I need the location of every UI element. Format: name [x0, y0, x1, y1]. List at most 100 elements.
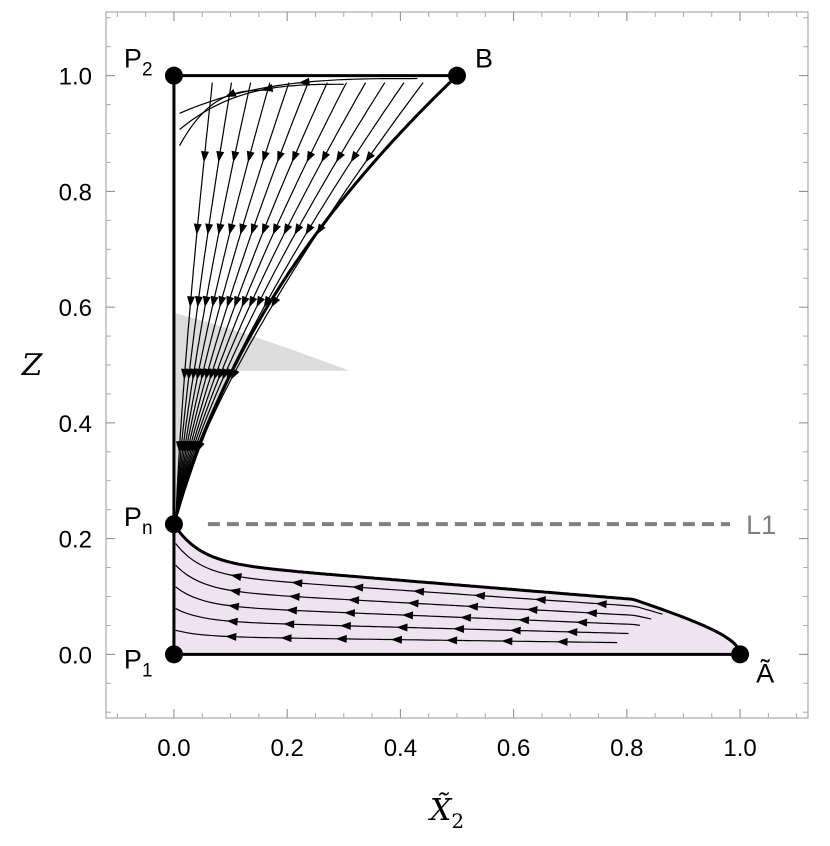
y-tick-label: 1.0 — [59, 64, 92, 91]
stream-arrow — [576, 618, 588, 627]
stream-arrow — [187, 296, 195, 308]
stream-arrow — [229, 588, 241, 596]
y-tick-label: 0.0 — [59, 642, 92, 669]
point-label-pn: Pn — [124, 502, 153, 539]
stream-arrow — [335, 634, 347, 643]
stream-arrow — [321, 150, 330, 163]
point-label-sub: 1 — [142, 660, 153, 681]
x-tick-label: 0.0 — [157, 735, 190, 762]
stream-arrow — [473, 591, 486, 600]
point-label-base: B — [475, 44, 493, 74]
stream-arrow — [250, 223, 259, 235]
stream-arrow — [509, 626, 521, 635]
stream-arrow — [205, 223, 214, 235]
stream-arrow — [501, 637, 513, 646]
lower-boundary-curve — [172, 523, 742, 655]
stream-arrow — [453, 625, 465, 633]
stream-arrow — [256, 295, 265, 308]
stream-arrow — [228, 223, 236, 235]
stream-arrow — [518, 616, 530, 625]
stream-arrow — [352, 583, 364, 592]
x-tick-label: 0.2 — [270, 735, 303, 762]
stream-arrow — [226, 617, 238, 626]
stream-arrow — [446, 636, 458, 645]
stream-line-top-0 — [179, 77, 418, 114]
stream-arrow — [239, 223, 248, 235]
point-label-a: Ã — [756, 657, 774, 688]
stream-arrow — [226, 295, 235, 308]
stream-arrow — [234, 295, 242, 308]
stream-arrow — [216, 223, 225, 235]
y-axis-label: Z — [21, 348, 44, 383]
stream-arrow — [193, 223, 202, 235]
stream-arrow — [396, 623, 408, 632]
stream-arrow — [216, 150, 225, 163]
point-b — [448, 66, 466, 85]
stream-arrow — [534, 596, 546, 605]
stream-arrow — [526, 606, 538, 614]
stream-arrow — [294, 223, 304, 235]
stream-arrow — [230, 573, 242, 581]
stream-arrow — [365, 151, 375, 163]
stream-arrow — [261, 223, 270, 235]
point-label-base: Ã — [756, 657, 774, 688]
point-label-sub: 2 — [142, 60, 153, 81]
stream-arrow — [210, 295, 219, 308]
stream-arrow — [390, 635, 402, 644]
stream-arrow — [262, 150, 270, 163]
stream-arrow — [413, 587, 425, 596]
stream-arrow — [566, 628, 578, 637]
x-tick-label: 0.6 — [497, 735, 530, 762]
stream-arrow — [466, 602, 479, 611]
stream-arrow — [556, 637, 568, 646]
x-tick-label: 0.4 — [384, 735, 417, 762]
stream-arrow — [227, 602, 240, 611]
stream-arrow — [288, 592, 300, 601]
stream-arrow — [585, 609, 597, 618]
stream-line-upper-11 — [175, 82, 405, 518]
y-tick-label: 0.8 — [59, 179, 92, 206]
stream-arrow — [291, 150, 300, 163]
stream-arrow — [350, 150, 360, 163]
x-tick-label: 1.0 — [723, 735, 756, 762]
upper-boundary-curve — [172, 74, 459, 525]
point-label-base: P — [124, 644, 142, 674]
point-p1 — [164, 645, 183, 664]
pink-region — [173, 524, 741, 655]
point-label-base: P — [124, 502, 142, 532]
stream-arrow — [280, 634, 292, 643]
stream-arrow — [246, 150, 255, 163]
stream-arrow — [249, 295, 258, 308]
stream-arrow — [231, 150, 240, 163]
stream-arrow — [306, 150, 315, 163]
x-tick-label: 0.8 — [610, 735, 643, 762]
stream-arrow — [224, 89, 237, 98]
point-p2 — [164, 66, 183, 85]
point-label-sub: n — [142, 518, 153, 539]
y-tick-label: 0.2 — [59, 527, 92, 554]
stream-arrow — [283, 620, 295, 629]
stream-arrow — [401, 611, 414, 620]
stream-arrow — [272, 223, 281, 235]
point-label-b: B — [475, 44, 493, 74]
stream-arrow — [218, 295, 227, 308]
stream-arrow — [407, 599, 419, 608]
point-label-p2: P2 — [124, 44, 153, 81]
point-pn — [164, 515, 183, 534]
stream-line-top-2 — [179, 89, 271, 146]
stream-arrow — [291, 579, 303, 588]
stream-arrow — [285, 606, 298, 615]
stream-arrow — [339, 621, 351, 630]
stream-arrow — [202, 295, 211, 308]
point-label-p1: P1 — [124, 644, 153, 681]
y-tick-label: 0.6 — [59, 295, 92, 322]
point-a — [731, 645, 750, 664]
stream-arrow — [263, 295, 273, 308]
stream-arrow — [460, 613, 472, 622]
stream-arrow — [348, 596, 360, 605]
y-tick-label: 0.4 — [59, 411, 92, 438]
stream-arrow — [241, 295, 250, 308]
x-axis-label-sub: 2 — [451, 809, 464, 833]
stream-arrow — [225, 632, 237, 641]
